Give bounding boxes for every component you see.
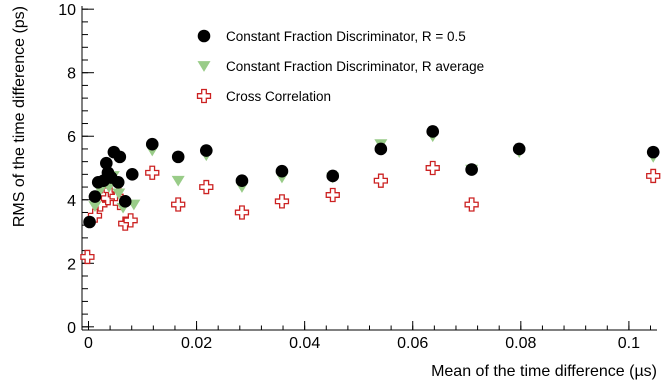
plot-frame bbox=[81, 6, 657, 331]
y-axis-label: RMS of the time difference (ps) bbox=[11, 6, 28, 227]
data-point bbox=[171, 150, 185, 164]
data-point bbox=[234, 205, 250, 220]
legend-marker bbox=[197, 29, 211, 43]
data-point bbox=[118, 195, 132, 208]
legend-label: Cross Correlation bbox=[226, 89, 331, 104]
y-tick-label: 8 bbox=[67, 66, 76, 83]
data-point bbox=[426, 125, 440, 138]
y-tick-label: 4 bbox=[67, 193, 76, 210]
data-point bbox=[88, 201, 102, 212]
legend-marker bbox=[196, 88, 212, 104]
data-point bbox=[425, 160, 440, 176]
data-point bbox=[125, 168, 139, 181]
data-point bbox=[83, 215, 96, 229]
data-point bbox=[80, 249, 95, 265]
data-point bbox=[235, 174, 249, 188]
data-point bbox=[171, 197, 186, 212]
data-point bbox=[123, 213, 138, 228]
data-point bbox=[112, 188, 126, 200]
legend-label: Constant Fraction Discriminator, R = 0.5 bbox=[226, 29, 466, 44]
series-1 bbox=[88, 131, 660, 214]
legend-label: Constant Fraction Discriminator, R avera… bbox=[226, 59, 484, 74]
data-point bbox=[113, 150, 127, 164]
data-point bbox=[373, 173, 388, 188]
x-tick-label: 0.02 bbox=[181, 335, 212, 352]
x-axis-label: Mean of the time difference (µs) bbox=[431, 363, 657, 380]
y-tick-label: 6 bbox=[67, 129, 76, 146]
y-tick-label: 2 bbox=[67, 256, 76, 273]
series-layer bbox=[80, 125, 661, 265]
x-tick-label: 0.08 bbox=[505, 335, 536, 352]
data-point bbox=[275, 164, 289, 178]
x-tick-label: 0 bbox=[84, 335, 93, 352]
data-point bbox=[646, 168, 661, 184]
y-axis: 0 2 4 6 8 10 bbox=[58, 2, 94, 337]
data-point bbox=[171, 175, 185, 187]
data-point bbox=[199, 179, 214, 195]
x-tick-label: 0.1 bbox=[618, 335, 640, 352]
data-point bbox=[199, 144, 213, 157]
data-point bbox=[111, 175, 125, 189]
data-point bbox=[100, 156, 113, 170]
data-point bbox=[374, 142, 388, 156]
data-point bbox=[325, 187, 340, 203]
x-tick-label: 0.04 bbox=[289, 335, 320, 352]
data-point bbox=[465, 163, 478, 176]
data-point bbox=[464, 197, 479, 212]
data-point bbox=[512, 142, 526, 156]
data-point bbox=[88, 190, 102, 203]
y-tick-label: 0 bbox=[67, 320, 76, 337]
y-tick-label: 10 bbox=[58, 2, 76, 19]
series-0 bbox=[83, 125, 660, 229]
data-point bbox=[87, 208, 103, 223]
series-2 bbox=[80, 160, 661, 265]
data-point bbox=[145, 165, 160, 180]
data-point bbox=[326, 169, 340, 183]
x-tick-label: 0.06 bbox=[397, 335, 428, 352]
data-point bbox=[646, 145, 660, 159]
data-point bbox=[145, 137, 159, 151]
legend: Constant Fraction Discriminator, R = 0.5… bbox=[196, 29, 484, 104]
legend-marker bbox=[197, 61, 211, 72]
data-point bbox=[274, 194, 290, 209]
x-axis: 0 0.02 0.04 0.06 0.08 0.1 bbox=[84, 321, 652, 352]
